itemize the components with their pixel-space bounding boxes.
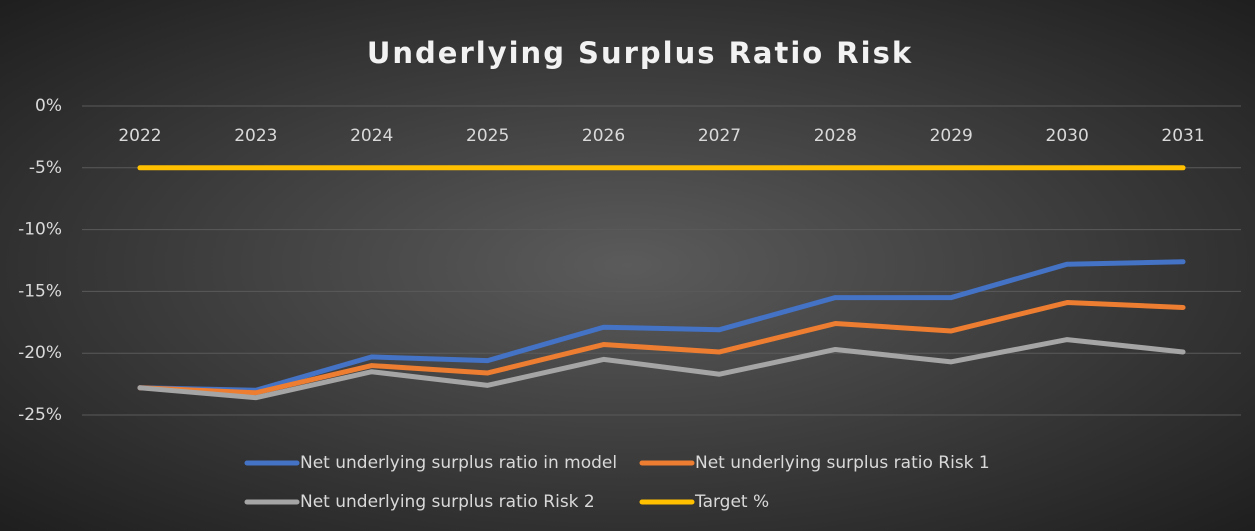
chart-title: Underlying Surplus Ratio Risk <box>367 36 913 70</box>
y-tick-label: 0% <box>35 96 62 116</box>
x-tick-label: 2027 <box>698 126 741 146</box>
x-tick-label: 2026 <box>582 126 625 146</box>
x-tick-label: 2025 <box>466 126 509 146</box>
x-tick-label: 2028 <box>814 126 857 146</box>
x-tick-label: 2030 <box>1046 126 1089 146</box>
y-tick-label: -20% <box>18 343 62 363</box>
x-tick-label: 2023 <box>234 126 277 146</box>
y-tick-label: -15% <box>18 281 62 301</box>
y-tick-label: -10% <box>18 220 62 240</box>
x-tick-label: 2031 <box>1161 126 1204 146</box>
y-tick-label: -25% <box>18 405 62 425</box>
x-tick-label: 2022 <box>118 126 161 146</box>
legend-label: Net underlying surplus ratio in model <box>300 453 617 473</box>
y-tick-label: -5% <box>29 158 62 178</box>
series-line <box>137 337 1186 401</box>
legend-label: Net underlying surplus ratio Risk 2 <box>300 492 595 512</box>
legend-label: Net underlying surplus ratio Risk 1 <box>695 453 990 473</box>
x-tick-label: 2029 <box>930 126 973 146</box>
series-line <box>137 300 1186 396</box>
legend-label: Target % <box>694 492 769 512</box>
x-tick-label: 2024 <box>350 126 393 146</box>
series-line <box>137 259 1186 393</box>
